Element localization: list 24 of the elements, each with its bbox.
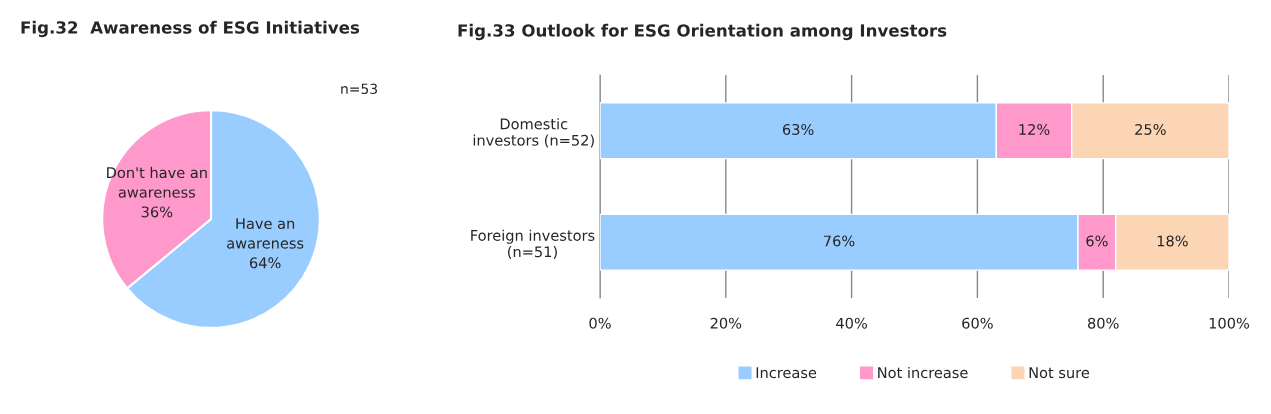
data-label: 36% [141, 206, 173, 218]
y-tick-label: Foreign investors (n=51) [471, 229, 595, 259]
x-tick-label: 80% [1087, 317, 1119, 329]
data-label: 76% [824, 235, 855, 247]
data-label: 12% [1019, 123, 1050, 135]
data-label: 6% [1086, 235, 1108, 247]
legend-label: Not sure [1029, 367, 1090, 379]
chart-title: Fig.33 Outlook for ESG Orientation among Investors [458, 23, 947, 41]
x-tick-label: 60% [962, 317, 993, 329]
chart-title: Fig.32 Awareness of ESG Initiatives [21, 20, 360, 38]
data-label: 25% [1135, 123, 1166, 135]
slice-label: Don't have an awareness [107, 166, 207, 198]
x-tick-label: 100% [1209, 317, 1250, 329]
legend-label: Increase [756, 367, 817, 379]
slice-label: Have an awareness [227, 218, 304, 249]
y-tick-label: Domestic investors (n=52) [473, 118, 594, 148]
x-tick-label: 40% [836, 317, 867, 329]
data-label: 64% [249, 257, 281, 269]
x-tick-label: 0% [589, 317, 611, 329]
text: n=53 [341, 83, 377, 95]
legend-label: Not increase [878, 366, 968, 379]
data-label: 18% [1157, 235, 1188, 247]
data-label: 63% [782, 123, 814, 135]
x-tick-label: 20% [710, 317, 742, 329]
